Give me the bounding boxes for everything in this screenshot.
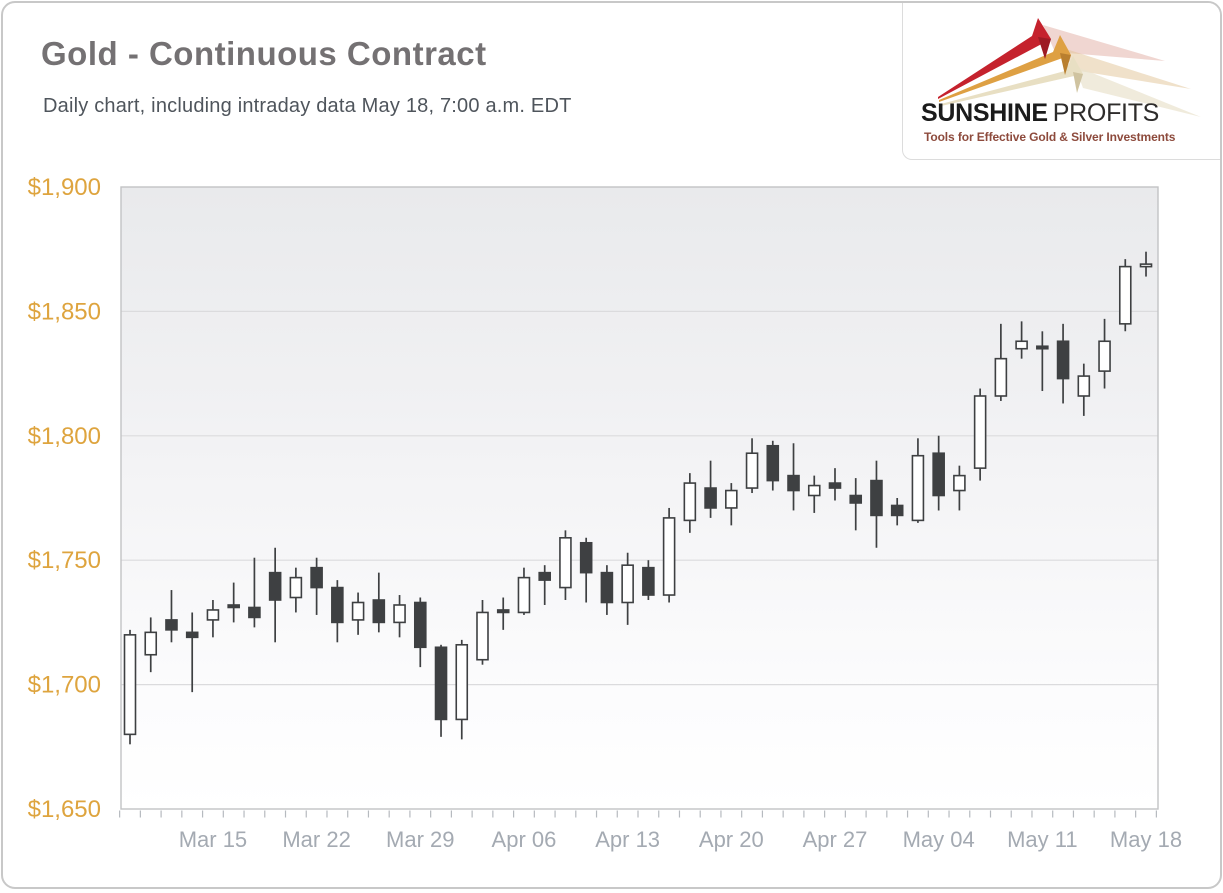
logo-name-bold: SUNSHINE: [921, 99, 1048, 127]
candle-body-May-14: [1098, 340, 1111, 372]
candle-body-Apr-29: [870, 479, 883, 517]
candle-body-May-07: [994, 357, 1008, 397]
candle-body-Mar-23: [331, 586, 344, 624]
y-tick-label-1650: $1,650: [28, 796, 101, 823]
logo-bolts-icon: [938, 18, 1201, 117]
plot-frame: [120, 186, 1159, 810]
x-tick-label-Mar-22: Mar 22: [282, 827, 350, 852]
candle-body-Apr-01: [476, 611, 489, 661]
candle-body-May-12: [1056, 340, 1070, 380]
y-tick-label-1850: $1,850: [28, 298, 101, 325]
candle-body-Apr-13: [621, 564, 634, 604]
page-title: Gold - Continuous Contract: [41, 35, 487, 72]
candle-body-Mar-19: [289, 576, 303, 599]
x-tick-label-May-18: May 18: [1110, 827, 1182, 852]
candle-body-Mar-22: [310, 566, 323, 589]
candle-body-Apr-19: [704, 487, 717, 509]
candle-body-Mar-11: [165, 619, 178, 631]
logo-wordmark: SUNSHINE PROFITS: [921, 99, 1206, 128]
candle-body-Mar-15: [206, 609, 220, 621]
candle-body-May-10: [1015, 340, 1028, 350]
candle-body-Apr-06: [517, 576, 531, 614]
sunshine-profits-logo: SUNSHINE PROFITS Tools for Effective Gold…: [902, 3, 1220, 160]
candle-body-Apr-14: [642, 566, 655, 596]
y-tick-label-1700: $1,700: [28, 672, 101, 699]
candle-body-Apr-22: [766, 444, 780, 482]
logo-tagline: Tools for Effective Gold & Silver Invest…: [924, 130, 1176, 144]
x-tick-label-Mar-29: Mar 29: [386, 827, 454, 852]
y-tick-label-1800: $1,800: [28, 423, 101, 450]
candle-body-May-13: [1077, 375, 1091, 397]
candle-body-May-06: [973, 395, 987, 469]
candle-body-May-05: [953, 474, 966, 492]
candle-body-Mar-24: [351, 601, 365, 621]
candle-body-May-17: [1118, 265, 1132, 325]
candle-body-Mar-29: [413, 601, 427, 649]
y-tick-label-1900: $1,900: [28, 174, 101, 201]
page-subtitle: Daily chart, including intraday data May…: [43, 95, 572, 117]
x-tick-label-Apr-06: Apr 06: [492, 827, 557, 852]
logo-name-light: PROFITS: [1052, 99, 1160, 127]
candle-body-Mar-26: [393, 604, 406, 624]
candle-body-Mar-17: [248, 606, 261, 619]
candle-body-Apr-08: [559, 537, 572, 589]
candlestick-chart: $1,900 $1,850 $1,800 $1,750 $1,700 $1,650 Mar …: [28, 174, 1182, 852]
x-tick-label-May-11: May 11: [1007, 827, 1078, 852]
x-tick-label-May-04: May 04: [903, 827, 975, 852]
candle-body-May-11: [1036, 345, 1049, 350]
candle-body-Mar-12: [185, 631, 199, 639]
candle-body-Mar-09: [123, 634, 137, 736]
y-tick-label-1750: $1,750: [28, 547, 101, 574]
candle-body-May-03: [911, 454, 925, 522]
candle-body-Apr-20: [725, 489, 738, 509]
candle-body-Apr-26: [807, 484, 821, 497]
candle-body-Mar-30: [434, 646, 448, 721]
candle-body-Apr-16: [683, 482, 697, 522]
candle-body-Apr-27: [828, 482, 842, 489]
x-tick-label-Apr-27: Apr 27: [803, 827, 868, 852]
x-tick-label-Apr-13: Apr 13: [595, 827, 660, 852]
candle-body-Mar-25: [372, 599, 386, 624]
candle-body-Apr-30: [890, 504, 904, 517]
candle-body-Apr-05: [496, 609, 510, 614]
candle-body-Apr-21: [745, 452, 759, 489]
candle-body-Mar-10: [144, 631, 158, 656]
candle-body-May-04: [932, 452, 945, 497]
candle-body-Apr-09: [579, 541, 593, 574]
candle-body-Apr-15: [662, 517, 676, 596]
x-tick-label-Apr-20: Apr 20: [699, 827, 764, 852]
candle-body-Mar-18: [268, 571, 282, 601]
candle-body-Apr-28: [849, 494, 863, 504]
candle-body-May-18: [1139, 263, 1153, 268]
candle-body-Apr-23: [787, 474, 800, 492]
candle-body-Apr-12: [600, 571, 614, 604]
x-tick-label-Mar-15: Mar 15: [179, 827, 247, 852]
candle-body-Mar-16: [227, 604, 240, 609]
candle-body-Apr-07: [538, 571, 552, 581]
candle-body-Mar-31: [455, 643, 469, 721]
plot-area: [121, 187, 1158, 809]
